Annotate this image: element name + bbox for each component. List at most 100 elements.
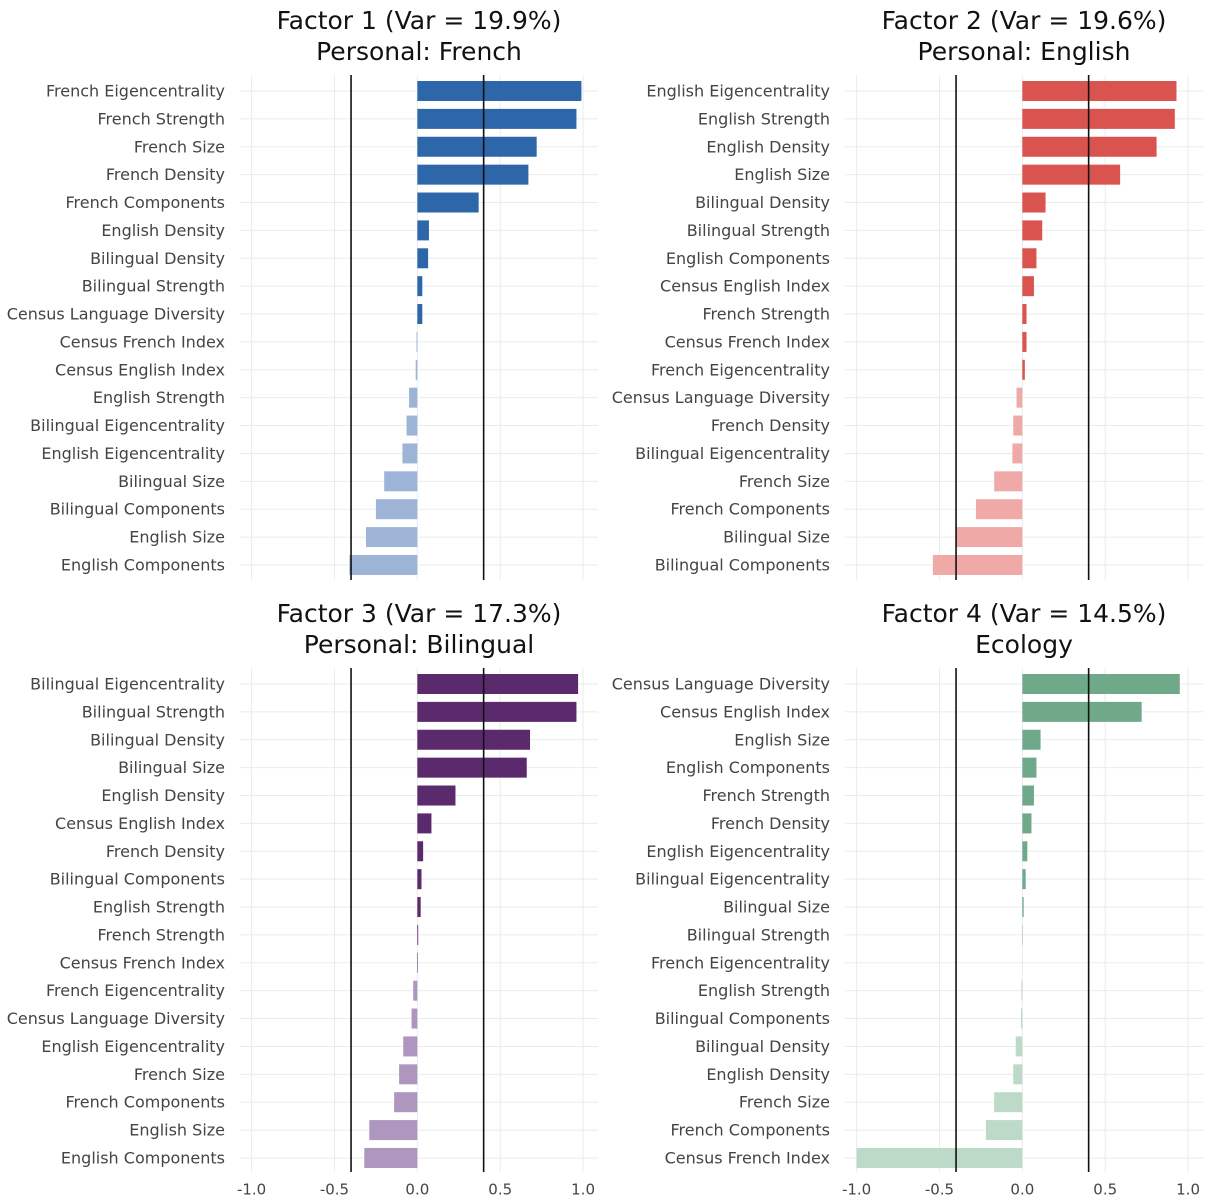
bar	[994, 1092, 1023, 1113]
y-tick-label: French Eigencentrality	[651, 953, 830, 972]
bar	[417, 220, 429, 241]
x-tick-label: 1.0	[1176, 1181, 1200, 1199]
y-tick-label: English Strength	[698, 109, 830, 128]
y-tick-label: Census English Index	[660, 702, 830, 721]
bar	[417, 897, 421, 918]
bar	[417, 674, 579, 694]
chart-title: Factor 3 (Var = 17.3%)	[277, 599, 562, 628]
y-tick-label: French Components	[671, 1121, 831, 1140]
y-tick-label: French Strength	[98, 925, 225, 944]
bar	[364, 1147, 418, 1168]
bar	[1022, 701, 1142, 722]
x-tick-label: 0.0	[405, 1181, 429, 1199]
bar	[417, 304, 423, 325]
y-tick-label: English Strength	[93, 388, 225, 407]
bar	[1016, 387, 1023, 408]
bar	[415, 359, 418, 380]
y-tick-label: Bilingual Strength	[82, 277, 225, 296]
x-tick-label: -0.5	[925, 1181, 954, 1199]
y-tick-label: Bilingual Density	[90, 730, 225, 749]
bar	[1022, 785, 1034, 806]
bar	[417, 136, 537, 157]
y-tick-label: French Strength	[703, 786, 830, 805]
y-tick-label: English Eigencentrality	[41, 444, 225, 463]
chart-subtitle: Personal: French	[316, 37, 522, 66]
bar	[1022, 108, 1175, 129]
bar	[417, 813, 432, 834]
bar	[1022, 248, 1037, 269]
bar	[1022, 757, 1037, 778]
bar	[394, 1092, 418, 1113]
bar	[1012, 443, 1023, 464]
y-tick-label: English Size	[734, 165, 830, 184]
bar	[375, 499, 418, 520]
bar	[1022, 359, 1025, 380]
y-tick-label: English Eigencentrality	[646, 842, 830, 861]
y-tick-label: French Density	[106, 842, 225, 861]
bar	[413, 980, 418, 1001]
bar	[1022, 729, 1041, 750]
y-tick-label: Census English Index	[55, 360, 225, 379]
y-tick-label: Bilingual Components	[50, 500, 225, 519]
y-tick-label: French Strength	[703, 305, 830, 324]
y-tick-label: Census French Index	[60, 332, 225, 351]
chart-title: Factor 4 (Var = 14.5%)	[882, 599, 1167, 628]
chart-subtitle: Personal: English	[918, 37, 1131, 66]
y-tick-label: French Density	[106, 165, 225, 184]
y-tick-label: French Components	[66, 193, 226, 212]
y-tick-label: English Components	[61, 1148, 225, 1167]
y-tick-label: English Size	[129, 528, 225, 547]
bar	[1022, 220, 1043, 241]
y-tick-label: Census English Index	[55, 814, 225, 833]
y-tick-label: English Components	[666, 758, 830, 777]
chart-title: Factor 2 (Var = 19.6%)	[882, 6, 1167, 35]
y-tick-label: French Size	[134, 137, 225, 156]
bar	[417, 276, 423, 297]
y-tick-label: Census French Index	[665, 1148, 830, 1167]
bar	[1022, 136, 1157, 157]
x-tick-label: -1.0	[237, 1181, 266, 1199]
bar	[417, 701, 577, 722]
bar	[1022, 304, 1027, 325]
bar	[1022, 331, 1027, 352]
y-tick-label: English Density	[101, 786, 225, 805]
x-tick-label: -0.5	[320, 1181, 349, 1199]
bar	[1022, 164, 1121, 185]
y-tick-label: Bilingual Components	[655, 555, 830, 574]
bar	[856, 1147, 1023, 1168]
bar	[417, 192, 479, 213]
y-tick-label: Census Language Diversity	[7, 1009, 225, 1028]
y-tick-label: Bilingual Components	[655, 1009, 830, 1028]
y-tick-label: English Eigencentrality	[646, 82, 830, 101]
x-tick-label: 0.5	[488, 1181, 512, 1199]
bar	[402, 443, 418, 464]
y-tick-label: French Size	[134, 1065, 225, 1084]
bar	[1022, 897, 1024, 918]
y-tick-label: English Size	[129, 1121, 225, 1140]
y-tick-label: Bilingual Eigencentrality	[30, 416, 225, 435]
y-tick-label: French Eigencentrality	[46, 82, 225, 101]
bar	[399, 1064, 418, 1085]
y-tick-label: Bilingual Components	[50, 870, 225, 889]
y-tick-label: Bilingual Strength	[687, 925, 830, 944]
bar	[1013, 415, 1023, 436]
y-tick-label: English Components	[61, 555, 225, 574]
x-tick-label: 1.0	[571, 1181, 595, 1199]
bar	[1021, 980, 1023, 1001]
bar	[416, 331, 418, 352]
x-tick-label: -1.0	[842, 1181, 871, 1199]
y-tick-label: Census English Index	[660, 277, 830, 296]
y-tick-label: French Eigencentrality	[651, 360, 830, 379]
bar	[1015, 1036, 1023, 1057]
bar	[1022, 192, 1046, 213]
y-tick-label: Bilingual Size	[118, 472, 225, 491]
x-tick-label: 0.0	[1010, 1181, 1034, 1199]
y-tick-label: French Components	[66, 1093, 226, 1112]
bar	[1022, 81, 1177, 101]
bar	[369, 1120, 418, 1141]
y-tick-label: English Density	[101, 221, 225, 240]
bar	[417, 164, 529, 185]
y-tick-label: Bilingual Size	[723, 898, 830, 917]
y-tick-label: English Strength	[93, 898, 225, 917]
